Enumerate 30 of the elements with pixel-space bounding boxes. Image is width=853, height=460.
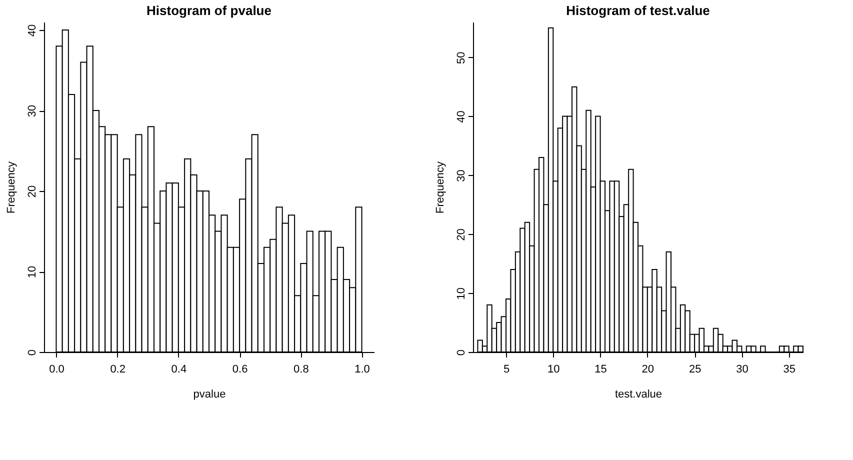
y-tick-label: 30 — [456, 170, 468, 182]
x-tick-label: 0.6 — [232, 364, 248, 376]
y-tick-label: 0 — [26, 349, 38, 356]
x-tick-label: 20 — [642, 364, 654, 376]
y-tick-label: 40 — [456, 110, 468, 123]
y-tick-label: 30 — [26, 104, 38, 118]
y-tick-label: 20 — [26, 185, 38, 198]
x-axis-title: test.value — [614, 388, 662, 400]
x-tick-label: 0.8 — [294, 364, 309, 376]
y-tick-label: 10 — [26, 266, 38, 278]
x-tick-label: 0.4 — [171, 364, 187, 376]
x-tick-label: 0.0 — [49, 364, 64, 376]
x-tick-label: 5 — [503, 364, 510, 376]
x-tick-label: 0.2 — [110, 364, 126, 376]
x-tick-label: 35 — [783, 364, 796, 376]
x-tick-label: 25 — [688, 364, 702, 376]
y-axis-title: Frequency — [6, 161, 18, 214]
x-tick-label: 15 — [594, 364, 607, 376]
chart-title: Histogram of test.value — [566, 3, 710, 18]
y-tick-label: 50 — [456, 52, 468, 64]
x-tick-label: 30 — [736, 364, 748, 376]
y-tick-label: 40 — [26, 24, 38, 37]
x-axis-title: pvalue — [193, 388, 226, 400]
y-tick-label: 20 — [456, 228, 468, 241]
y-axis-title: Frequency — [434, 161, 446, 214]
chart-title: Histogram of pvalue — [146, 3, 272, 18]
y-tick-label: 10 — [456, 287, 468, 300]
x-tick-label: 10 — [548, 364, 560, 376]
y-tick-label: 0 — [456, 349, 468, 356]
x-tick-label: 1.0 — [354, 364, 370, 376]
